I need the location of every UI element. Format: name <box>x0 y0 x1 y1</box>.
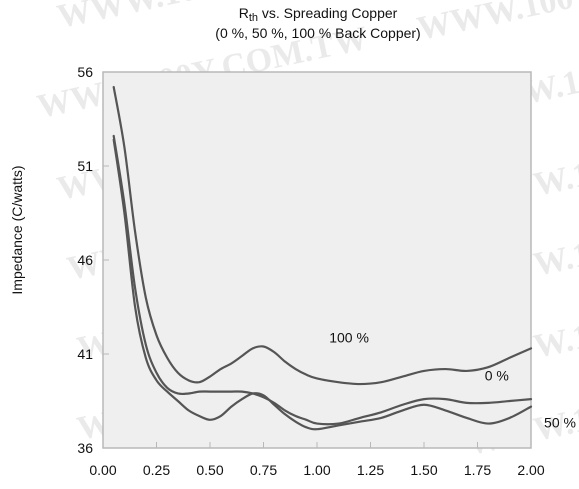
x-tick-label: 1.25 <box>357 462 384 478</box>
y-tick-label: 56 <box>77 64 93 80</box>
x-tick-label: 1.00 <box>303 462 330 478</box>
x-tick-label: 0.25 <box>143 462 170 478</box>
series-label-0pct: 0 % <box>485 367 509 383</box>
y-axis-ticks: 36 41 46 51 56 <box>77 64 109 456</box>
series-labels-layer: 100 % 0 % 50 % <box>329 330 576 431</box>
series-label-50pct: 50 % <box>544 414 576 430</box>
series-label-100pct: 100 % <box>329 330 369 346</box>
chart-title-main: R <box>239 5 249 21</box>
x-tick-label: 0.75 <box>250 462 277 478</box>
x-tick-label: 2.00 <box>517 462 544 478</box>
y-tick-label: 36 <box>77 440 93 456</box>
series-line-50pct <box>112 138 533 431</box>
chart-title-rest: vs. Spreading Copper <box>258 5 398 21</box>
chart-title-subscript: th <box>249 12 258 24</box>
chart-title: Rth vs. Spreading Copper <box>239 5 398 24</box>
series-line-100pct <box>112 85 533 386</box>
series-layer <box>112 85 533 431</box>
y-tick-label: 46 <box>77 252 93 268</box>
x-tick-label: 1.50 <box>410 462 437 478</box>
y-axis-label: Impedance (C/watts) <box>9 165 25 294</box>
x-tick-label: 0.50 <box>196 462 223 478</box>
watermark-text: WWW.100Y.COM.TW <box>414 0 579 48</box>
y-tick-label: 51 <box>77 158 93 174</box>
x-tick-label: 0.00 <box>89 462 116 478</box>
y-tick-label: 41 <box>77 346 93 362</box>
plot-area <box>103 72 531 448</box>
chart-subtitle: (0 %, 50 %, 100 % Back Copper) <box>215 25 420 41</box>
x-axis-ticks: 0.00 0.25 0.50 0.75 1.00 1.25 1.50 1.75 2.00 <box>89 442 545 478</box>
x-tick-label: 1.75 <box>464 462 491 478</box>
